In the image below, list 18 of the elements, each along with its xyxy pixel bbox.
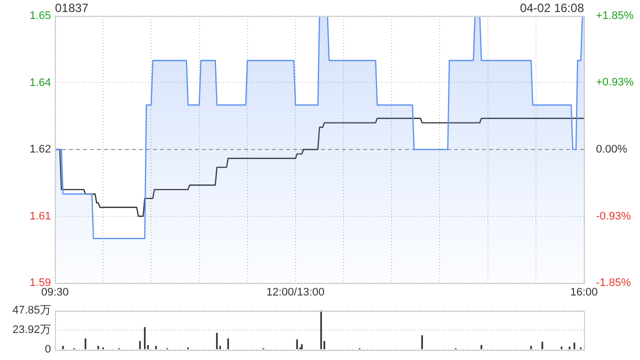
y2-tick-label: 0.00% — [596, 144, 628, 156]
chart-title: 01837 — [55, 1, 88, 15]
y2-tick-label: -0.93% — [596, 210, 632, 223]
y-tick-label: 47.85万 — [12, 304, 51, 317]
y2-tick-label: -1.85% — [596, 277, 632, 290]
y-tick-label: 1.65 — [30, 10, 51, 22]
x-tick-label: 12:00/13:00 — [266, 286, 325, 299]
y2-tick-label: +1.85% — [596, 10, 634, 22]
y2-tick-label: +0.93% — [596, 76, 634, 88]
y-tick-label: 0 — [44, 343, 51, 356]
text: 04-02 16:08 — [520, 1, 584, 15]
y-tick-label: 1.59 — [30, 277, 51, 290]
x-tick-label: 09:30 — [41, 286, 69, 299]
x-tick-label: 16:00 — [570, 286, 598, 299]
y-tick-label: 23.92万 — [12, 324, 51, 336]
y-tick-label: 1.61 — [30, 210, 51, 222]
y-tick-label: 1.62 — [30, 144, 51, 156]
y-tick-label: 1.64 — [30, 76, 51, 89]
